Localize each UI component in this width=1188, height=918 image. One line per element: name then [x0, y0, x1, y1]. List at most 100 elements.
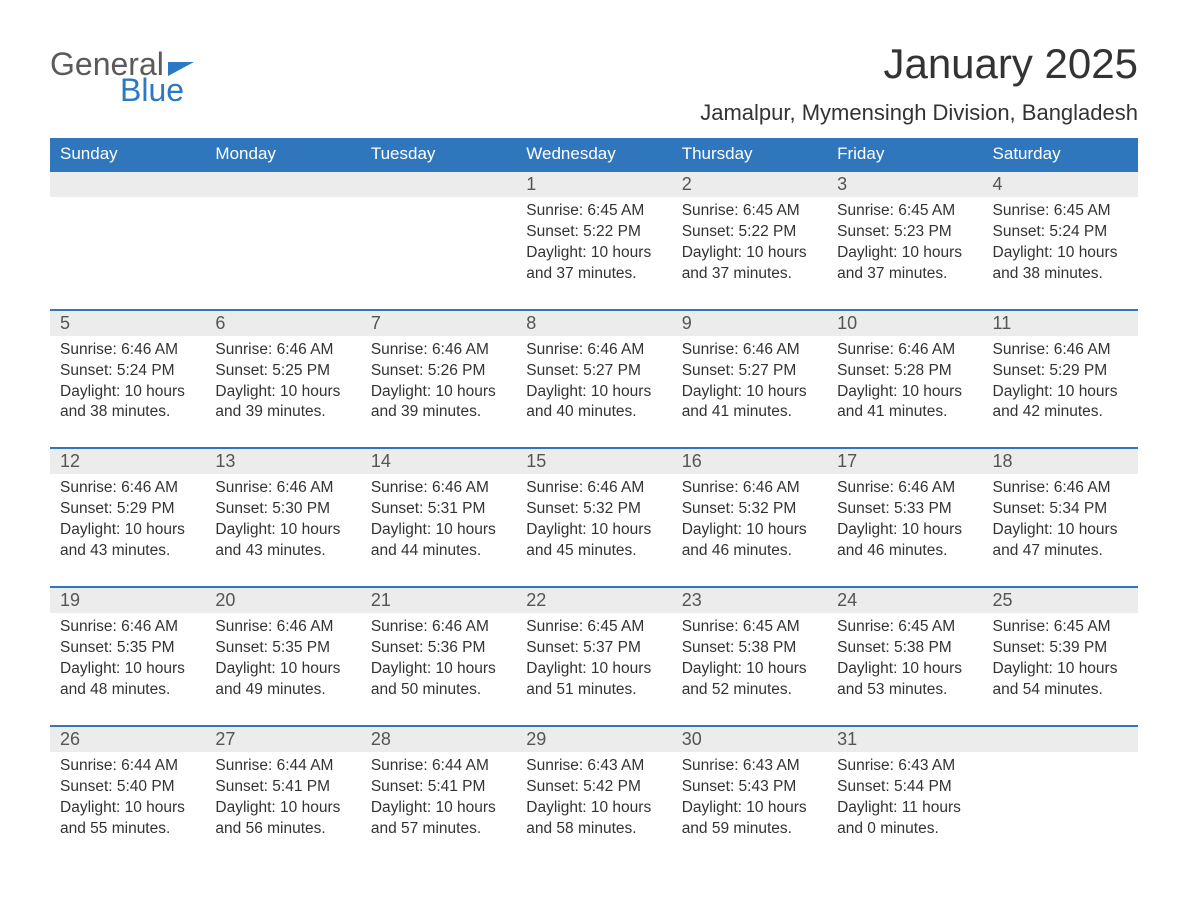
sunset-line: Sunset: 5:32 PM	[526, 499, 661, 520]
daylight-line: Daylight: 10 hours and 38 minutes.	[993, 243, 1128, 285]
day-detail-cell: Sunrise: 6:44 AMSunset: 5:41 PMDaylight:…	[205, 752, 360, 864]
day-detail-cell: Sunrise: 6:46 AMSunset: 5:34 PMDaylight:…	[983, 474, 1138, 587]
weekday-header: Thursday	[672, 138, 827, 171]
logo: General Blue	[50, 48, 194, 106]
sunrise-line: Sunrise: 6:46 AM	[682, 340, 817, 361]
page-title: January 2025	[700, 40, 1138, 88]
day-detail-row: Sunrise: 6:46 AMSunset: 5:24 PMDaylight:…	[50, 336, 1138, 449]
day-number-cell: 17	[827, 448, 982, 474]
weekday-header-row: SundayMondayTuesdayWednesdayThursdayFrid…	[50, 138, 1138, 171]
sunset-line: Sunset: 5:34 PM	[993, 499, 1128, 520]
day-number-cell: 4	[983, 171, 1138, 197]
daylight-line: Daylight: 10 hours and 38 minutes.	[60, 382, 195, 424]
weekday-header: Monday	[205, 138, 360, 171]
daylight-line: Daylight: 10 hours and 48 minutes.	[60, 659, 195, 701]
daylight-line: Daylight: 10 hours and 43 minutes.	[60, 520, 195, 562]
sunrise-line: Sunrise: 6:45 AM	[993, 201, 1128, 222]
sunset-line: Sunset: 5:39 PM	[993, 638, 1128, 659]
daylight-line: Daylight: 10 hours and 51 minutes.	[526, 659, 661, 701]
day-number-cell: 28	[361, 726, 516, 752]
day-detail-cell: Sunrise: 6:45 AMSunset: 5:39 PMDaylight:…	[983, 613, 1138, 726]
day-detail-row: Sunrise: 6:44 AMSunset: 5:40 PMDaylight:…	[50, 752, 1138, 864]
sunrise-line: Sunrise: 6:46 AM	[215, 478, 350, 499]
sunrise-line: Sunrise: 6:45 AM	[837, 201, 972, 222]
day-number-cell	[983, 726, 1138, 752]
day-number-cell: 8	[516, 310, 671, 336]
day-detail-cell: Sunrise: 6:44 AMSunset: 5:40 PMDaylight:…	[50, 752, 205, 864]
day-number-cell: 15	[516, 448, 671, 474]
daylight-line: Daylight: 10 hours and 47 minutes.	[993, 520, 1128, 562]
sunrise-line: Sunrise: 6:46 AM	[215, 340, 350, 361]
sunset-line: Sunset: 5:22 PM	[526, 222, 661, 243]
day-detail-cell: Sunrise: 6:45 AMSunset: 5:38 PMDaylight:…	[672, 613, 827, 726]
weekday-header: Friday	[827, 138, 982, 171]
day-detail-cell: Sunrise: 6:46 AMSunset: 5:36 PMDaylight:…	[361, 613, 516, 726]
day-number-cell: 30	[672, 726, 827, 752]
sunset-line: Sunset: 5:23 PM	[837, 222, 972, 243]
day-detail-cell: Sunrise: 6:43 AMSunset: 5:43 PMDaylight:…	[672, 752, 827, 864]
day-number-cell: 3	[827, 171, 982, 197]
sunrise-line: Sunrise: 6:46 AM	[371, 478, 506, 499]
daylight-line: Daylight: 10 hours and 46 minutes.	[837, 520, 972, 562]
sunrise-line: Sunrise: 6:45 AM	[682, 201, 817, 222]
day-detail-cell: Sunrise: 6:46 AMSunset: 5:26 PMDaylight:…	[361, 336, 516, 449]
day-detail-row: Sunrise: 6:46 AMSunset: 5:35 PMDaylight:…	[50, 613, 1138, 726]
sunrise-line: Sunrise: 6:43 AM	[682, 756, 817, 777]
sunrise-line: Sunrise: 6:45 AM	[682, 617, 817, 638]
day-number-cell	[50, 171, 205, 197]
daylight-line: Daylight: 10 hours and 55 minutes.	[60, 798, 195, 840]
daylight-line: Daylight: 10 hours and 50 minutes.	[371, 659, 506, 701]
weekday-header: Sunday	[50, 138, 205, 171]
sunset-line: Sunset: 5:24 PM	[993, 222, 1128, 243]
day-number-cell: 22	[516, 587, 671, 613]
day-number-cell: 10	[827, 310, 982, 336]
day-number-cell: 9	[672, 310, 827, 336]
daylight-line: Daylight: 10 hours and 57 minutes.	[371, 798, 506, 840]
day-detail-cell: Sunrise: 6:46 AMSunset: 5:32 PMDaylight:…	[516, 474, 671, 587]
sunset-line: Sunset: 5:38 PM	[682, 638, 817, 659]
day-number-cell: 25	[983, 587, 1138, 613]
day-number-cell: 5	[50, 310, 205, 336]
sunrise-line: Sunrise: 6:46 AM	[993, 478, 1128, 499]
day-detail-cell	[50, 197, 205, 310]
daylight-line: Daylight: 10 hours and 42 minutes.	[993, 382, 1128, 424]
daylight-line: Daylight: 10 hours and 41 minutes.	[682, 382, 817, 424]
daylight-line: Daylight: 11 hours and 0 minutes.	[837, 798, 972, 840]
day-detail-cell: Sunrise: 6:46 AMSunset: 5:30 PMDaylight:…	[205, 474, 360, 587]
sunset-line: Sunset: 5:44 PM	[837, 777, 972, 798]
header: General Blue January 2025 Jamalpur, Myme…	[50, 40, 1138, 126]
sunrise-line: Sunrise: 6:46 AM	[993, 340, 1128, 361]
sunset-line: Sunset: 5:27 PM	[526, 361, 661, 382]
day-number-cell: 16	[672, 448, 827, 474]
day-detail-cell	[205, 197, 360, 310]
weekday-header: Wednesday	[516, 138, 671, 171]
day-detail-cell: Sunrise: 6:45 AMSunset: 5:22 PMDaylight:…	[516, 197, 671, 310]
sunrise-line: Sunrise: 6:44 AM	[60, 756, 195, 777]
day-number-cell: 23	[672, 587, 827, 613]
day-number-cell: 12	[50, 448, 205, 474]
daylight-line: Daylight: 10 hours and 41 minutes.	[837, 382, 972, 424]
sunset-line: Sunset: 5:36 PM	[371, 638, 506, 659]
sunset-line: Sunset: 5:24 PM	[60, 361, 195, 382]
sunrise-line: Sunrise: 6:45 AM	[526, 201, 661, 222]
day-number-row: 567891011	[50, 310, 1138, 336]
day-detail-cell: Sunrise: 6:46 AMSunset: 5:35 PMDaylight:…	[205, 613, 360, 726]
day-detail-cell: Sunrise: 6:43 AMSunset: 5:44 PMDaylight:…	[827, 752, 982, 864]
day-number-cell: 27	[205, 726, 360, 752]
sunset-line: Sunset: 5:33 PM	[837, 499, 972, 520]
sunset-line: Sunset: 5:26 PM	[371, 361, 506, 382]
day-detail-cell: Sunrise: 6:46 AMSunset: 5:29 PMDaylight:…	[50, 474, 205, 587]
sunset-line: Sunset: 5:43 PM	[682, 777, 817, 798]
weekday-header: Saturday	[983, 138, 1138, 171]
sunrise-line: Sunrise: 6:46 AM	[60, 340, 195, 361]
sunrise-line: Sunrise: 6:45 AM	[837, 617, 972, 638]
day-number-cell: 31	[827, 726, 982, 752]
sunset-line: Sunset: 5:32 PM	[682, 499, 817, 520]
sunrise-line: Sunrise: 6:46 AM	[526, 340, 661, 361]
day-detail-cell: Sunrise: 6:46 AMSunset: 5:27 PMDaylight:…	[672, 336, 827, 449]
day-detail-row: Sunrise: 6:46 AMSunset: 5:29 PMDaylight:…	[50, 474, 1138, 587]
daylight-line: Daylight: 10 hours and 39 minutes.	[371, 382, 506, 424]
daylight-line: Daylight: 10 hours and 45 minutes.	[526, 520, 661, 562]
day-number-cell: 19	[50, 587, 205, 613]
daylight-line: Daylight: 10 hours and 37 minutes.	[837, 243, 972, 285]
